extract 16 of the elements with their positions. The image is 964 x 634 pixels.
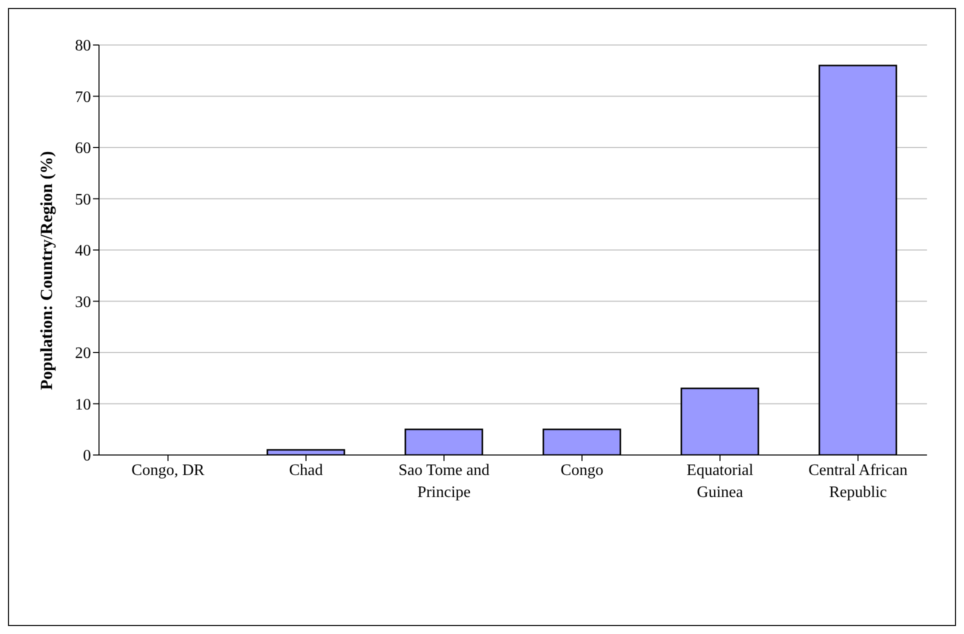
- x-tick-label: Chad: [289, 462, 323, 479]
- y-tick-label: 70: [75, 88, 91, 106]
- y-tick-label: 20: [75, 345, 91, 362]
- y-tick-label: 50: [75, 191, 91, 208]
- y-axis-title: Population: Country/Region (%): [37, 151, 56, 390]
- y-tick-label: 30: [75, 294, 91, 311]
- x-tick-label: Equatorial Guinea: [686, 462, 754, 501]
- y-tick-label: 40: [75, 242, 91, 260]
- y-tick-label: 0: [83, 448, 91, 465]
- y-tick-label: 60: [75, 140, 91, 158]
- x-tick-label: Central African Republic: [808, 462, 908, 501]
- y-tick-label: 80: [75, 38, 91, 55]
- y-tick-label: 10: [75, 396, 91, 414]
- x-tick-label: Sao Tome and Principe: [398, 462, 490, 501]
- x-tick-label: Congo, DR: [132, 462, 205, 479]
- x-tick-label: Congo: [560, 462, 604, 479]
